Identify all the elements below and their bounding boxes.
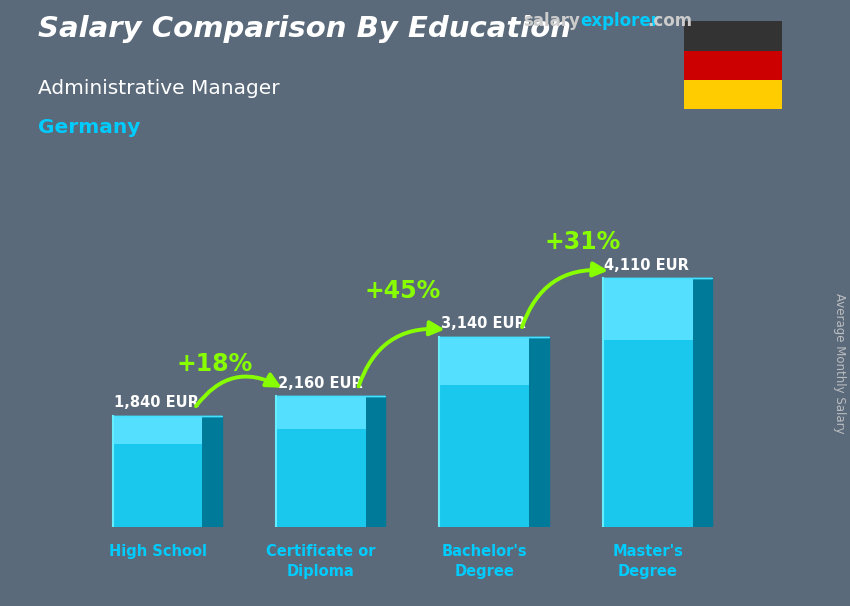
Text: Germany: Germany [38,118,140,137]
Polygon shape [693,278,712,527]
Text: 2,160 EUR: 2,160 EUR [278,376,362,391]
Bar [439,385,530,527]
Bar [112,416,202,444]
Text: 3,140 EUR: 3,140 EUR [441,316,526,331]
Bar [276,429,366,527]
Text: explorer: explorer [581,12,660,30]
Text: +18%: +18% [177,351,252,376]
Text: Salary Comparison By Education: Salary Comparison By Education [38,15,571,43]
Text: 1,840 EUR: 1,840 EUR [114,395,199,410]
Polygon shape [202,416,222,527]
Text: salary: salary [523,12,580,30]
Bar [684,50,782,80]
Text: +45%: +45% [365,279,441,303]
Bar [603,341,693,527]
Polygon shape [530,337,549,527]
Polygon shape [366,396,385,527]
Text: Average Monthly Salary: Average Monthly Salary [833,293,846,434]
Bar [603,278,693,341]
Bar [112,444,202,527]
Text: +31%: +31% [544,230,620,255]
Bar [684,21,782,50]
Text: 4,110 EUR: 4,110 EUR [604,258,689,273]
Text: .com: .com [648,12,693,30]
Bar [439,337,530,385]
Bar [276,396,366,429]
Bar [684,80,782,109]
Text: Administrative Manager: Administrative Manager [38,79,280,98]
